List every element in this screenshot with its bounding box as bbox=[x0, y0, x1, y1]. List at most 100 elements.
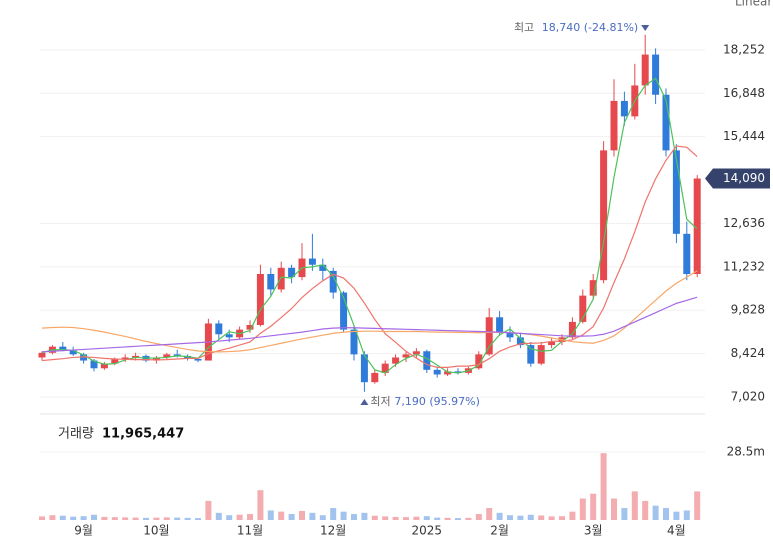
candle-body bbox=[693, 178, 701, 275]
volume-bar bbox=[49, 515, 56, 520]
candle-body bbox=[371, 372, 379, 383]
volume-bar bbox=[507, 515, 513, 520]
volume-bar bbox=[527, 514, 534, 520]
candle-body bbox=[80, 354, 88, 361]
volume-bar bbox=[600, 453, 607, 520]
volume-bar bbox=[80, 516, 87, 520]
candle-body bbox=[319, 264, 327, 271]
volume-bar bbox=[163, 517, 170, 520]
volume-bar bbox=[548, 516, 555, 520]
candle-body bbox=[100, 363, 108, 369]
x-tick-label: 11월 bbox=[237, 524, 263, 538]
candle-body bbox=[277, 267, 285, 290]
candle-body bbox=[652, 54, 660, 95]
volume-bar bbox=[59, 515, 66, 520]
volume-bar bbox=[257, 490, 264, 520]
candle-body bbox=[38, 352, 46, 358]
volume-bar bbox=[631, 491, 638, 520]
volume-bar bbox=[663, 508, 669, 520]
volume-bar bbox=[226, 515, 233, 520]
candle-body bbox=[256, 274, 264, 326]
volume-bar bbox=[330, 508, 337, 520]
volume-bar bbox=[673, 511, 680, 520]
volume-bar bbox=[340, 511, 347, 520]
volume-tick-label: 28.5m bbox=[727, 444, 765, 458]
candle-body bbox=[454, 371, 462, 373]
volume-bar bbox=[371, 515, 378, 520]
volume-bar bbox=[236, 514, 243, 520]
candle-body bbox=[600, 150, 608, 281]
volume-bar bbox=[351, 514, 357, 520]
candle-body bbox=[350, 329, 358, 355]
candle-body bbox=[537, 345, 545, 364]
candle-body bbox=[516, 337, 524, 346]
candle-body bbox=[433, 369, 441, 375]
volume-value: 11,965,447 bbox=[102, 427, 184, 442]
candle-body bbox=[672, 150, 680, 234]
candle-body bbox=[111, 359, 119, 364]
candle-body bbox=[194, 359, 202, 361]
y-tick-label: 15,444 bbox=[723, 129, 765, 143]
candle-body bbox=[225, 334, 233, 338]
y-tick-label: 18,252 bbox=[723, 42, 765, 56]
volume-bar bbox=[590, 493, 597, 520]
candle-body bbox=[527, 345, 535, 364]
candle-body bbox=[173, 354, 181, 356]
candle-body bbox=[360, 354, 368, 383]
x-tick-label: 3월 bbox=[584, 524, 603, 538]
candle-body bbox=[132, 355, 140, 358]
price-tag-label: 14,090 bbox=[723, 171, 765, 185]
low-value: 7,190 (95.97%) bbox=[394, 395, 480, 408]
volume-bar bbox=[70, 516, 77, 520]
moving-average bbox=[41, 145, 698, 368]
candle-body bbox=[506, 332, 514, 338]
volume-bar bbox=[496, 512, 503, 520]
moving-average bbox=[41, 296, 698, 353]
volume-bar bbox=[486, 508, 493, 520]
candle-body bbox=[329, 270, 337, 293]
volume-bar bbox=[621, 508, 628, 520]
volume-bar bbox=[122, 517, 129, 520]
candle-body bbox=[485, 317, 493, 355]
volume-bar bbox=[309, 512, 316, 520]
volume-bar bbox=[39, 516, 45, 520]
moving-average bbox=[41, 270, 698, 353]
candle-body bbox=[152, 357, 160, 361]
y-tick-label: 8,424 bbox=[731, 346, 765, 360]
volume-bar bbox=[278, 511, 285, 520]
x-tick-label: 10월 bbox=[143, 524, 169, 538]
volume-bar bbox=[413, 516, 420, 520]
volume-bar bbox=[174, 517, 181, 520]
price-tag bbox=[705, 168, 770, 189]
volume-bar bbox=[101, 516, 108, 520]
candle-body bbox=[340, 292, 348, 330]
volume-bar bbox=[569, 511, 576, 520]
candle-body bbox=[579, 295, 587, 322]
volume-bar bbox=[143, 517, 149, 520]
candle-body bbox=[620, 100, 628, 117]
volume-title: 거래량 bbox=[58, 427, 94, 442]
y-tick-label: 12,636 bbox=[723, 216, 765, 230]
volume-bar bbox=[465, 517, 472, 520]
volume-bar bbox=[683, 510, 690, 520]
candle-body bbox=[246, 325, 254, 330]
volume-bar bbox=[559, 516, 565, 520]
candle-body bbox=[548, 342, 556, 346]
candle-body bbox=[215, 323, 223, 335]
x-tick-label: 2025 bbox=[412, 524, 443, 538]
x-tick-label: 12월 bbox=[320, 524, 346, 538]
candle-body bbox=[288, 267, 296, 278]
volume-bar bbox=[434, 517, 441, 520]
candle-body bbox=[423, 351, 431, 370]
volume-bar bbox=[403, 517, 409, 520]
volume-bar bbox=[538, 515, 545, 520]
volume-bar bbox=[455, 518, 461, 520]
candle-body bbox=[392, 357, 400, 364]
high-marker bbox=[641, 25, 650, 31]
candle-body bbox=[163, 354, 171, 358]
volume-bar bbox=[247, 514, 253, 520]
volume-bar bbox=[111, 517, 118, 520]
x-tick-label: 9월 bbox=[74, 524, 93, 538]
volume-bar bbox=[288, 514, 295, 520]
